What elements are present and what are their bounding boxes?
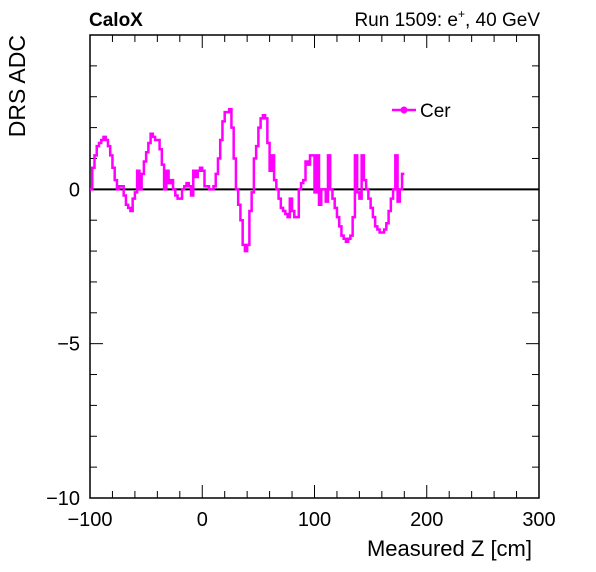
x-axis-label: Measured Z [cm] — [367, 536, 532, 561]
x-tick-label: −100 — [67, 509, 112, 531]
y-tick-label: 0 — [69, 179, 80, 201]
header-right-sup: + — [458, 7, 465, 21]
header-left: CaloX — [89, 10, 143, 31]
x-tick-label: 300 — [522, 509, 555, 531]
header-right-prefix: Run 1509: e — [354, 10, 458, 31]
legend-marker-cer — [400, 106, 408, 114]
x-tick-label: 200 — [410, 509, 443, 531]
plot-frame — [89, 34, 540, 499]
y-axis-label: DRS ADC — [4, 35, 30, 137]
x-tick-label: 0 — [197, 509, 208, 531]
y-tick-label: −5 — [57, 334, 80, 356]
header-right: Run 1509: e+, 40 GeV — [354, 7, 540, 31]
series-line-cer — [90, 107, 405, 253]
legend: Cer — [392, 101, 451, 122]
header-right-suffix: , 40 GeV — [465, 10, 540, 31]
tick-marks — [89, 34, 540, 499]
series-group — [90, 107, 405, 253]
y-tick-label: −10 — [46, 488, 80, 510]
x-tick-label: 100 — [298, 509, 331, 531]
legend-label-cer: Cer — [420, 101, 451, 122]
tick-labels: −100 0 100 200 300 −10 −5 0 — [46, 179, 556, 531]
